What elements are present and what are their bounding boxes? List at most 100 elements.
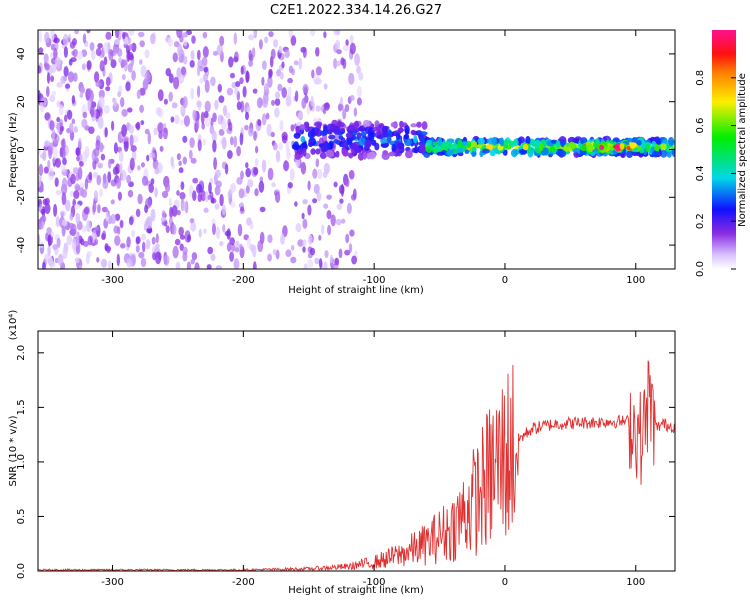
heatmap-cell <box>128 43 133 51</box>
heatmap-cell <box>180 119 184 126</box>
heatmap-cell <box>210 253 216 261</box>
heatmap-cell <box>247 179 254 188</box>
heatmap-cell <box>171 205 178 217</box>
heatmap-cell <box>599 144 605 151</box>
heatmap-cell <box>87 88 92 97</box>
heatmap-cell <box>350 193 357 201</box>
heatmap-cell <box>356 65 361 75</box>
heatmap-cell <box>253 30 258 39</box>
heatmap-cell <box>245 112 249 121</box>
heatmap-cell <box>66 109 73 120</box>
heatmap-cell <box>214 185 221 196</box>
heatmap-cell <box>116 177 122 189</box>
heatmap-cell <box>198 65 205 72</box>
heatmap-cell <box>341 218 346 224</box>
heatmap-cell <box>54 177 59 187</box>
heatmap-cell <box>77 50 83 60</box>
heatmap-cell <box>346 202 352 214</box>
heatmap-cell <box>198 228 202 238</box>
heatmap-cell <box>259 231 265 245</box>
heatmap-cell <box>281 87 288 99</box>
heatmap-cell <box>108 159 112 169</box>
snr-xtick-label: -100 <box>363 577 386 588</box>
heatmap-cell <box>348 169 355 180</box>
heatmap-cell <box>283 160 290 172</box>
heatmap-cell <box>358 137 366 146</box>
heatmap-cell <box>135 121 141 131</box>
heatmap-cell <box>240 170 244 180</box>
heatmap-cell <box>192 109 197 121</box>
heatmap-cell <box>171 224 177 235</box>
heatmap-cell <box>323 261 328 269</box>
heatmap-cell <box>345 132 353 139</box>
heatmap-cell <box>330 214 336 227</box>
heatmap-cell <box>38 163 44 176</box>
heatmap-cell <box>344 104 350 113</box>
heatmap-cell <box>83 206 90 215</box>
heatmap-cell <box>57 253 64 266</box>
heatmap-cell <box>127 189 134 198</box>
heatmap-cell <box>61 192 67 206</box>
heatmap-cell <box>301 212 305 220</box>
heatmap-cell <box>151 236 156 245</box>
heatmap-cell <box>398 127 405 133</box>
heatmap-cell <box>131 229 135 238</box>
heatmap-cell <box>236 146 242 157</box>
heatmap-cell <box>372 126 381 132</box>
snr-xtick-label: -200 <box>232 577 255 588</box>
heatmap-cell <box>203 111 209 119</box>
heatmap-cell <box>240 66 244 75</box>
heatmap-cell <box>413 146 419 154</box>
heatmap-cell <box>155 251 162 265</box>
heatmap-cell <box>353 120 360 130</box>
heatmap-cell <box>261 76 265 86</box>
heatmap-cell <box>586 143 594 153</box>
heatmap-cell <box>178 167 184 174</box>
heatmap-cell <box>144 204 149 214</box>
heatmap-cell <box>201 56 208 67</box>
heatmap-cell <box>49 95 56 103</box>
heatmap-cell <box>164 182 171 193</box>
heatmap-cell <box>522 143 529 151</box>
heatmap-cell <box>471 146 477 152</box>
heatmap-cell <box>348 243 353 253</box>
heatmap-cell <box>99 142 104 153</box>
heatmap-cell <box>97 43 103 49</box>
heatmap-cell <box>636 139 642 146</box>
heatmap-cell <box>87 235 93 246</box>
colorbar-tick-label: 0.6 <box>695 118 706 134</box>
heatmap-cell <box>56 122 60 134</box>
heatmap-cell <box>279 71 284 80</box>
heatmap-cell <box>181 201 187 211</box>
heatmap-cell <box>75 212 81 225</box>
heatmap-cell <box>324 250 329 259</box>
heatmap-cell <box>221 204 227 216</box>
heatmap-cell <box>167 38 174 47</box>
heatmap-cell <box>42 261 46 269</box>
heatmap-cell <box>189 60 195 68</box>
heatmap-cell <box>215 265 223 269</box>
heatmap-cell <box>105 210 109 223</box>
heatmap-cell <box>326 210 332 220</box>
heatmap-cell <box>73 190 80 199</box>
heatmap-cell <box>138 59 143 65</box>
heatmap-cell <box>212 223 216 236</box>
heatmap-cell <box>233 56 239 63</box>
heatmap-cell <box>192 177 199 184</box>
heatmap-cell <box>127 63 133 73</box>
heatmap-cell <box>318 258 323 269</box>
heatmap-cell <box>593 141 599 148</box>
heatmap-cell <box>47 159 51 170</box>
heatmap-cell <box>49 120 55 131</box>
heatmap-cell <box>405 150 413 159</box>
heatmap-cell <box>72 38 77 46</box>
heatmap-cell <box>197 139 202 152</box>
heatmap-cell <box>325 149 335 158</box>
heatmap-cell <box>280 233 285 245</box>
snr-xlabel: Height of straight line (km) <box>288 585 424 596</box>
heatmap-cell <box>271 182 276 188</box>
heatmap-cell <box>100 153 106 161</box>
heatmap-cell <box>139 87 146 96</box>
heatmap-cell <box>274 98 281 106</box>
heatmap-cell <box>307 180 311 191</box>
